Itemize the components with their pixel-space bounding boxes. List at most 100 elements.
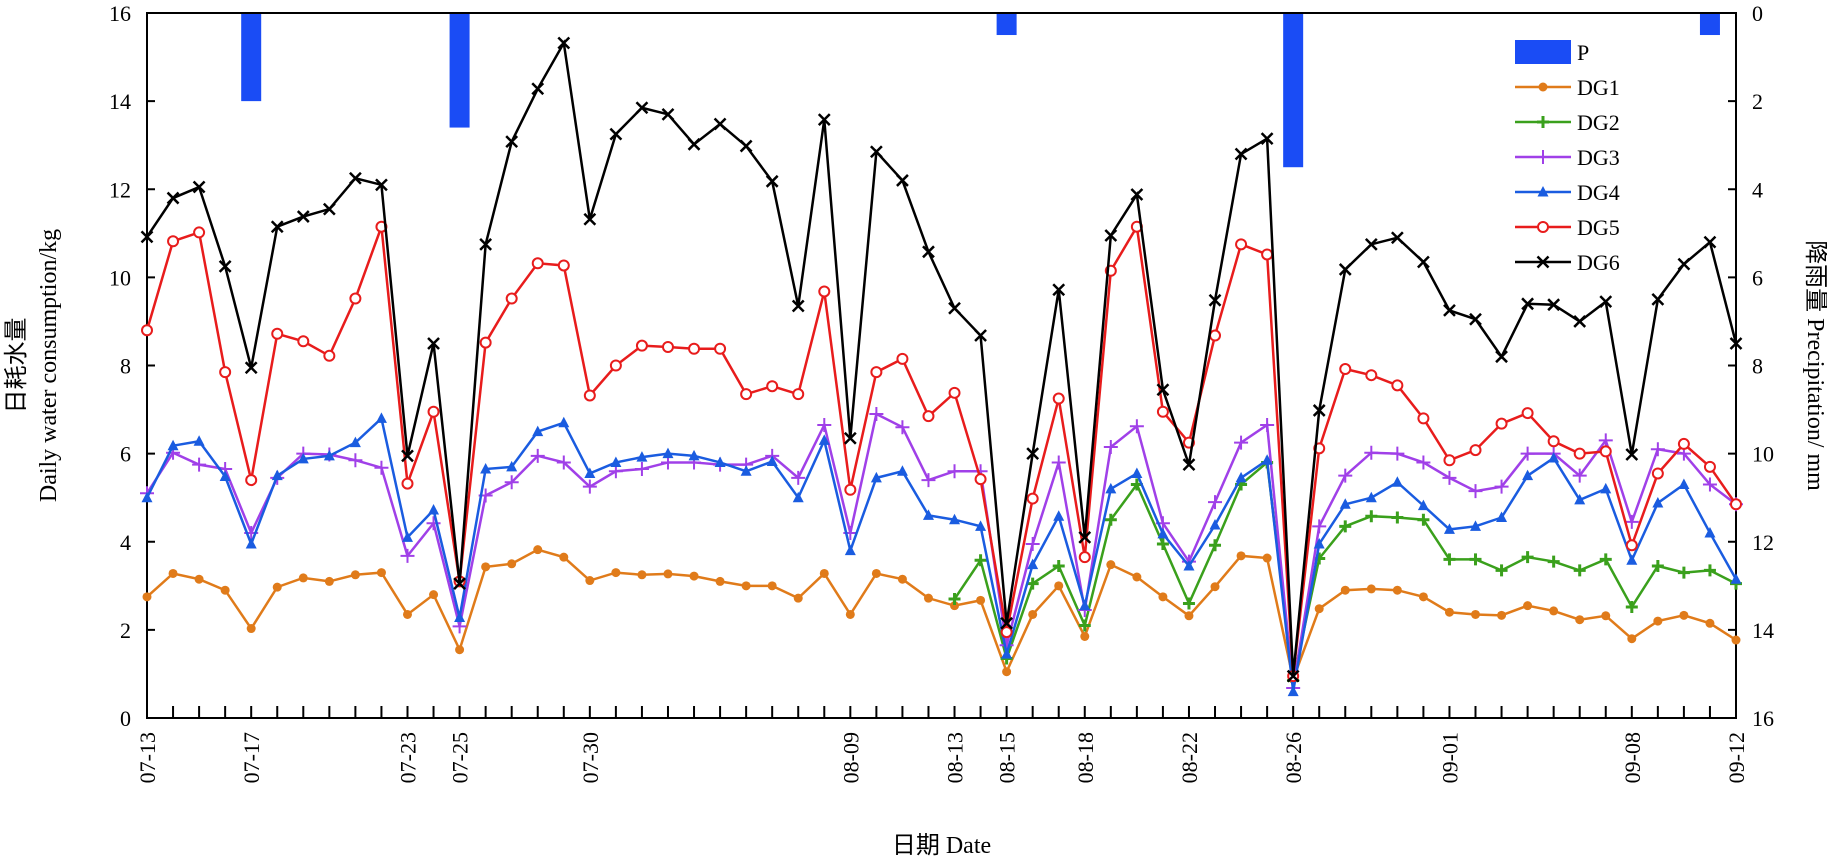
y-axis-title-left: 日耗水量 Daily water consumption/kg <box>3 229 62 502</box>
precip-bar-3 <box>1283 13 1304 168</box>
point-DG6-24 <box>765 174 779 188</box>
point-DG1-28 <box>871 568 881 578</box>
point-DG2-20 <box>1469 553 1482 566</box>
point-DG3-35 <box>1051 455 1066 470</box>
point-DG6-13 <box>479 237 493 251</box>
point-DG1-13 <box>481 562 491 572</box>
point-DG4-49 <box>1417 499 1429 511</box>
point-DG1-5 <box>272 582 282 592</box>
point-DG1-14 <box>507 559 517 569</box>
point-DG3-47 <box>1364 445 1379 460</box>
legend-entry-DG5: DG5 <box>1515 215 1620 240</box>
point-DG1-15 <box>533 545 543 555</box>
point-DG6-54 <box>1547 298 1561 312</box>
point-DG3-42 <box>1234 435 1249 450</box>
point-DG6-43 <box>1260 132 1274 145</box>
point-DG2-29 <box>1703 564 1716 577</box>
point-DG6-16 <box>557 36 571 50</box>
point-DG2-17 <box>1391 511 1404 524</box>
point-DG4-30 <box>922 509 934 520</box>
legend-label-DG6: DG6 <box>1577 250 1620 275</box>
point-DG3-45 <box>1312 519 1327 534</box>
point-DG5-55 <box>1573 447 1586 460</box>
y-right-tick-label: 8 <box>1752 354 1763 379</box>
point-DG5-30 <box>922 410 935 423</box>
point-DG4-40 <box>1183 559 1195 571</box>
y-right-tick-label: 6 <box>1752 265 1763 290</box>
point-DG2-3 <box>1026 577 1039 590</box>
point-DG5-31 <box>948 386 961 399</box>
point-DG5-35 <box>1052 392 1065 405</box>
point-DG4-2 <box>193 435 205 446</box>
point-DG1-39 <box>1158 592 1168 602</box>
x-tick-label: 09-08 <box>1620 732 1645 783</box>
point-DG1-16 <box>559 552 569 562</box>
y-right-tick-label: 4 <box>1752 177 1763 202</box>
point-DG5-16 <box>557 259 570 272</box>
legend-label-DG3: DG3 <box>1577 145 1620 170</box>
series-lines <box>140 36 1743 697</box>
point-DG3-50 <box>1442 470 1457 485</box>
point-DG5-24 <box>766 380 779 393</box>
point-DG1-30 <box>923 593 933 603</box>
point-DG4-47 <box>1365 491 1377 503</box>
point-DG3-28 <box>869 406 884 421</box>
point-DG1-61 <box>1731 635 1741 645</box>
point-DG4-35 <box>1053 510 1065 521</box>
point-DG1-26 <box>819 568 829 578</box>
x-tick-label: 09-12 <box>1724 732 1749 783</box>
point-DG4-3 <box>219 470 231 482</box>
y-right-tick-label: 12 <box>1752 530 1774 555</box>
point-DG4-50 <box>1443 523 1455 534</box>
legend-label-DG1: DG1 <box>1577 75 1620 100</box>
y-right-tick-label: 10 <box>1752 442 1774 467</box>
point-DG5-61 <box>1730 498 1742 511</box>
point-DG2-5 <box>1078 619 1091 632</box>
point-DG3-53 <box>1520 446 1535 461</box>
point-DG1-7 <box>324 576 334 586</box>
legend-entry-DG1: DG1 <box>1515 75 1620 100</box>
point-DG6-20 <box>661 107 675 121</box>
point-DG5-43 <box>1261 248 1274 261</box>
point-DG4-38 <box>1131 467 1143 478</box>
point-DG6-10 <box>401 449 414 463</box>
point-DG6-7 <box>322 202 336 216</box>
point-DG4-31 <box>949 513 961 525</box>
point-DG6-6 <box>296 210 310 223</box>
point-DG4-36 <box>1079 599 1091 611</box>
point-DG4-22 <box>714 456 726 467</box>
point-DG1-46 <box>1340 585 1350 595</box>
point-DG2-10 <box>1209 539 1222 552</box>
point-DG1-3 <box>220 585 230 595</box>
point-DG3-60 <box>1702 477 1717 492</box>
y-axis-title-right: 降雨量 Precipitation/ mm <box>1802 240 1827 491</box>
point-DG5-0 <box>141 324 153 337</box>
y-left-title-line: Daily water consumption/kg <box>36 229 62 502</box>
point-DG1-35 <box>1054 581 1064 591</box>
point-DG1-45 <box>1314 604 1324 614</box>
legend-label-DG4: DG4 <box>1577 180 1620 205</box>
point-DG3-31 <box>947 464 962 479</box>
precip-bar-4 <box>1699 13 1720 36</box>
point-DG4-34 <box>1027 558 1039 570</box>
legend-entry-DG3: DG3 <box>1515 145 1620 170</box>
point-DG6-21 <box>687 137 701 151</box>
point-DG6-14 <box>505 135 519 149</box>
point-DG5-34 <box>1026 492 1039 505</box>
point-DG6-60 <box>1703 235 1717 249</box>
point-DG4-32 <box>975 520 987 531</box>
point-DG2-9 <box>1182 597 1195 610</box>
point-DG3-37 <box>1103 440 1118 455</box>
point-DG2-15 <box>1339 520 1352 533</box>
axes <box>146 12 1737 719</box>
point-DG1-0 <box>142 592 152 602</box>
point-DG2-19 <box>1443 553 1456 566</box>
point-DG4-60 <box>1704 526 1716 538</box>
point-DG5-51 <box>1469 444 1482 457</box>
precipitation-bars <box>241 13 1720 168</box>
point-DG4-51 <box>1470 520 1482 531</box>
point-DG6-58 <box>1651 293 1665 306</box>
point-DG1-12 <box>455 645 465 655</box>
point-DG6-32 <box>974 329 987 342</box>
